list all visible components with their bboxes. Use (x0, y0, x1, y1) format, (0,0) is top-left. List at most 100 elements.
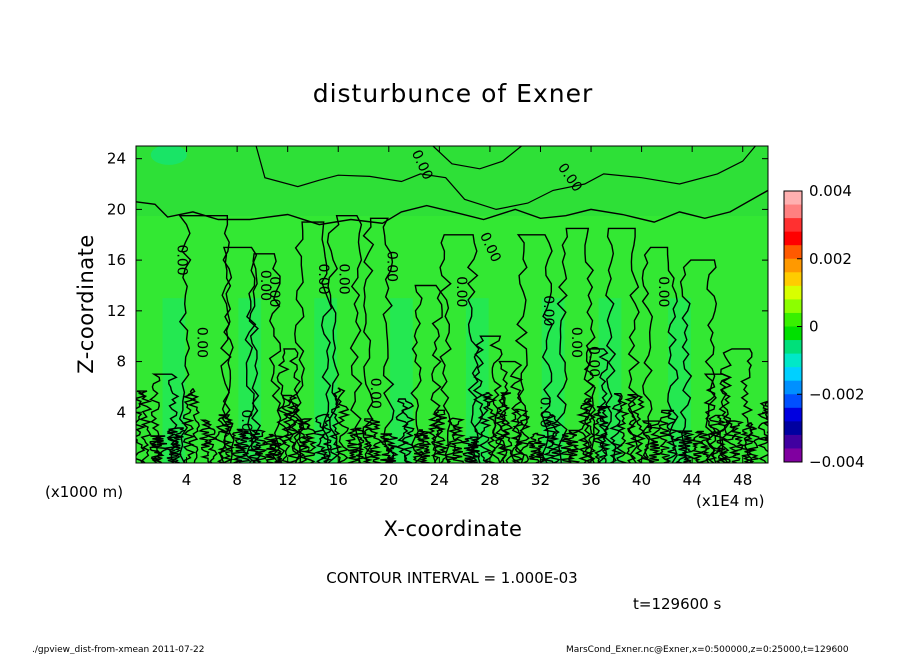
contour-line (527, 432, 547, 463)
contour-line (739, 422, 760, 463)
colorbar-segment (784, 394, 802, 409)
contour-line (558, 429, 581, 463)
colorbar: 0.004 0.002 0 −0.002 −0.004 (783, 182, 865, 471)
contour-line (472, 335, 503, 463)
x-axis-ticks: 4 8 12 16 20 24 28 32 36 40 44 48 (182, 146, 752, 489)
contour-labels: 0.000.000.000.000.000.000.00 0.000.000.00… (174, 147, 672, 453)
contour-line (345, 427, 367, 463)
contour-line (181, 388, 201, 463)
field-patch (162, 298, 186, 463)
contour-label: 0.00 (536, 397, 552, 428)
x-tick-label: 4 (182, 471, 192, 489)
colorbar-segment (784, 407, 802, 422)
x-tick-label: 28 (480, 471, 499, 489)
colorbar-segment (784, 258, 802, 273)
contour-line (263, 433, 283, 463)
contour-line (757, 400, 768, 463)
contour-line (439, 234, 480, 463)
contour-line (379, 433, 399, 463)
time-stamp: t=129600 s (633, 595, 721, 613)
colorbar-tick-label: −0.004 (809, 453, 865, 471)
x-tick-label: 44 (683, 471, 702, 489)
x-unit-right: (x1E4 m) (696, 492, 765, 510)
colorbar-segment (784, 434, 802, 449)
colorbar-segment (784, 299, 802, 314)
colorbar-segment (784, 272, 802, 287)
contour-line (362, 418, 383, 463)
field-patch (390, 298, 413, 463)
y-axis-ticks: 4 8 12 16 20 24 (107, 150, 768, 421)
y-tick-label: 4 (116, 403, 126, 421)
contour-line (541, 414, 563, 463)
field-patch-upper (136, 146, 768, 216)
contour-line (641, 246, 679, 463)
contour-line (230, 428, 251, 463)
contour-label: 0.00 (335, 264, 351, 295)
contour-label: 0.00 (315, 264, 331, 295)
contour-line (609, 393, 630, 463)
contour-label: 0.00 (174, 245, 190, 276)
contour-line (514, 234, 554, 463)
y-tick-label: 20 (107, 200, 126, 218)
contour-line (221, 246, 258, 463)
contour-line (707, 414, 729, 463)
contour-line (276, 348, 302, 463)
contour-line (280, 394, 301, 463)
contour-line (149, 435, 169, 463)
field-patch-corner (150, 146, 187, 165)
contour-label: 0.00 (586, 346, 602, 377)
y-tick-label: 8 (116, 353, 126, 371)
footer-right: MarsCond_Exner.nc@Exner,x=0:500000,z=0:2… (566, 645, 849, 654)
colorbar-segment (784, 367, 802, 382)
contour-line (326, 215, 363, 463)
colorbar-tick-label: 0.004 (809, 182, 852, 200)
contour-line (462, 436, 480, 463)
contour-line (255, 146, 756, 211)
contour-line (295, 418, 318, 463)
colorbar-segment (784, 245, 802, 260)
colorbar-segment (784, 312, 802, 327)
contour-label: 0.00 (655, 276, 671, 307)
x-unit-left: (x1000 m) (45, 483, 123, 501)
colorbar-segment (784, 380, 802, 395)
contour-line (432, 146, 522, 170)
contour-line (197, 419, 218, 463)
contour-lines (136, 146, 768, 463)
contour-label: 0.00 (540, 295, 556, 326)
contour-line (444, 417, 466, 463)
contour-line (592, 406, 612, 463)
contour-line (165, 427, 186, 463)
colorbar-segment (784, 340, 802, 355)
contour-line (313, 413, 332, 463)
x-tick-label: 36 (581, 471, 600, 489)
y-tick-label: 24 (107, 150, 126, 168)
colorbar-segment (784, 353, 802, 368)
contour-line (394, 398, 416, 463)
contour-interval-note: CONTOUR INTERVAL = 1.000E-03 (326, 569, 577, 587)
plot-area: 0.000.000.000.000.000.000.00 0.000.000.00… (135, 145, 769, 464)
contour-line (411, 429, 432, 463)
x-axis-title: X-coordinate (384, 517, 523, 541)
y-tick-label: 16 (107, 251, 126, 269)
y-tick-label: 12 (107, 302, 126, 320)
contour-line (509, 408, 531, 463)
colorbar-segment (784, 448, 802, 463)
y-axis-title: Z-coordinate (74, 234, 98, 374)
contour-line (410, 284, 444, 463)
contour-line (494, 392, 514, 463)
x-tick-label: 12 (278, 471, 297, 489)
colorbar-segment (784, 421, 802, 436)
footer-left: ./gpview_dist-from-xmean 2011-07-22 (32, 645, 204, 654)
contour-label: 0.00 (453, 276, 469, 307)
colorbar-tick-label: −0.002 (809, 385, 865, 403)
contour-label: 0.00 (383, 251, 399, 282)
contour-label: 0.00 (295, 422, 311, 453)
contour-label: 0.00 (194, 327, 210, 358)
x-tick-label: 48 (733, 471, 752, 489)
contour-line (722, 420, 745, 463)
contour-line (477, 392, 499, 463)
contour-line (214, 414, 236, 463)
chart-title: disturbunce of Exner (313, 79, 594, 108)
colorbar-segment (784, 285, 802, 300)
